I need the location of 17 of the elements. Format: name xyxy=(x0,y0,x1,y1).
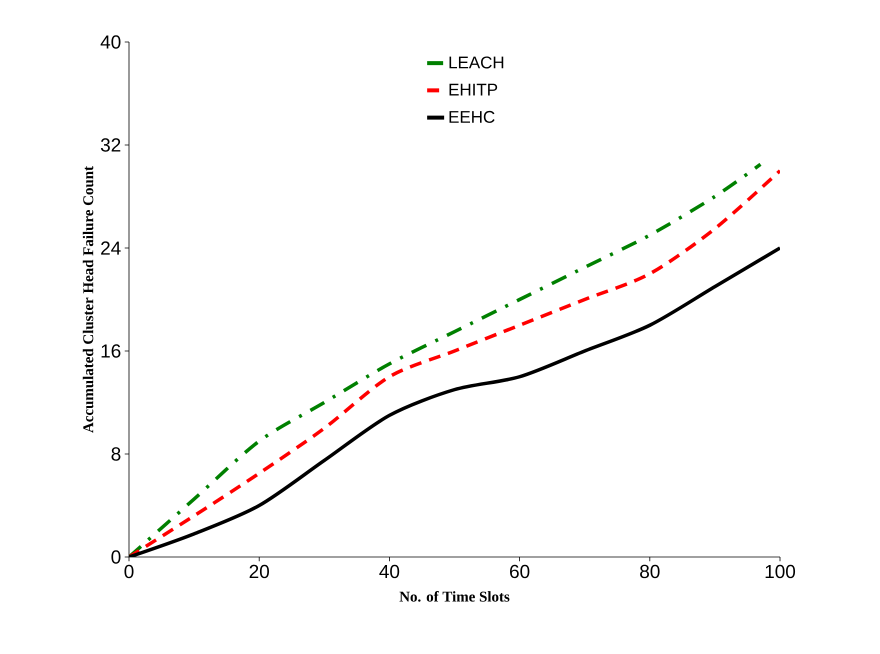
y-tick-label: 24 xyxy=(101,241,121,255)
x-tick-label: 0 xyxy=(124,564,134,578)
x-tick-label: 40 xyxy=(379,564,400,578)
legend-label: LEACH xyxy=(450,56,504,68)
x-tick-label: 100 xyxy=(766,564,796,578)
legend-label: EEHC xyxy=(450,110,495,123)
y-tick-label: 0 xyxy=(111,550,120,564)
y-tick-label: 40 xyxy=(100,35,120,49)
x-axis-title: No. of Time Slots xyxy=(400,591,510,602)
y-tick-label: 32 xyxy=(100,138,120,152)
x-tick-label: 60 xyxy=(510,564,530,578)
y-axis-title: Accumulated Cluster Head Failure Count xyxy=(82,166,94,433)
y-tick-label: 16 xyxy=(102,344,120,358)
legend-label: EHITP xyxy=(450,84,498,96)
x-tick-label: 80 xyxy=(640,564,660,578)
x-tick-label: 20 xyxy=(250,564,269,578)
y-tick-label: 8 xyxy=(112,447,120,461)
